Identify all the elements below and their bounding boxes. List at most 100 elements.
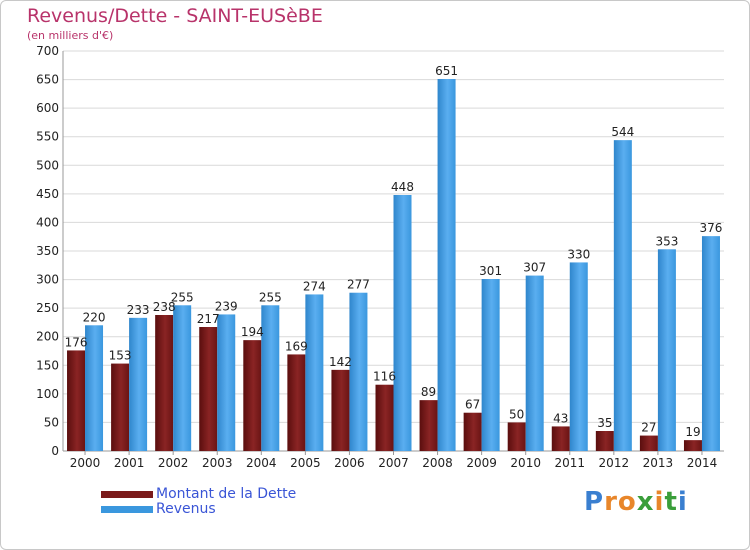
bar-revenus	[657, 249, 676, 451]
x-tick-label: 2004	[246, 456, 277, 470]
data-label-dette: 35	[597, 416, 612, 430]
legend-swatch-revenus	[101, 506, 153, 513]
bar-dette	[199, 327, 218, 451]
data-label-revenus: 233	[127, 303, 150, 317]
data-label-revenus: 239	[215, 299, 238, 313]
bar-dette	[639, 435, 658, 451]
logo-letter: t	[664, 487, 678, 517]
x-tick-label: 2001	[114, 456, 145, 470]
data-label-dette: 50	[509, 407, 524, 421]
bar-revenus	[173, 305, 192, 451]
data-label-revenus: 255	[171, 290, 194, 304]
bar-dette	[595, 431, 614, 451]
bar-revenus	[261, 305, 280, 451]
y-tick-label: 650	[36, 73, 59, 87]
data-label-revenus: 651	[435, 64, 458, 78]
legend-label-revenus: Revenus	[156, 501, 216, 517]
bar-dette	[551, 426, 570, 451]
y-tick-label: 300	[36, 273, 59, 287]
y-tick-label: 600	[36, 101, 59, 115]
logo-letter: x	[636, 487, 655, 517]
data-label-dette: 19	[685, 425, 700, 439]
x-tick-label: 2010	[510, 456, 541, 470]
legend-label-dette: Montant de la Dette	[156, 486, 297, 502]
data-label-dette: 43	[553, 411, 568, 425]
bar-revenus	[525, 275, 544, 451]
bar-revenus	[85, 325, 104, 451]
bar-dette	[463, 412, 482, 451]
x-tick-label: 2011	[554, 456, 585, 470]
bar-dette	[331, 369, 350, 451]
bar-revenus	[613, 140, 632, 451]
x-tick-label: 2009	[466, 456, 497, 470]
bar-revenus	[569, 262, 588, 451]
data-label-revenus: 448	[391, 180, 414, 194]
proxiti-logo: Proxiti	[584, 487, 688, 517]
data-label-revenus: 301	[479, 264, 502, 278]
data-label-revenus: 330	[567, 247, 590, 261]
bar-revenus	[701, 236, 720, 451]
x-tick-label: 2000	[70, 456, 101, 470]
x-tick-label: 2014	[687, 456, 718, 470]
logo-letter: i	[654, 487, 665, 517]
logo-letter: r	[604, 487, 618, 517]
x-tick-label: 2007	[378, 456, 409, 470]
bar-revenus	[217, 314, 236, 451]
logo-letter: o	[617, 487, 637, 517]
x-tick-label: 2002	[158, 456, 189, 470]
legend-swatch-dette	[101, 491, 153, 498]
logo-letter: P	[584, 487, 605, 517]
y-tick-label: 500	[36, 158, 59, 172]
y-tick-label: 0	[51, 444, 59, 458]
bar-revenus	[349, 292, 368, 451]
y-tick-label: 50	[44, 415, 59, 429]
logo-letter: i	[677, 487, 688, 517]
data-label-dette: 153	[109, 349, 132, 363]
bar-revenus	[305, 294, 324, 451]
data-label-revenus: 353	[655, 234, 678, 248]
bar-dette	[507, 422, 526, 451]
x-tick-label: 2012	[599, 456, 630, 470]
bar-dette	[683, 440, 702, 451]
x-tick-label: 2003	[202, 456, 233, 470]
bar-revenus	[481, 279, 500, 451]
data-label-dette: 238	[153, 300, 176, 314]
data-label-revenus: 220	[83, 310, 106, 324]
y-tick-label: 400	[36, 215, 59, 229]
y-tick-label: 350	[36, 244, 59, 258]
x-tick-label: 2013	[643, 456, 674, 470]
data-label-dette: 89	[421, 385, 436, 399]
y-tick-label: 550	[36, 130, 59, 144]
bar-revenus	[393, 195, 412, 451]
y-tick-label: 150	[36, 358, 59, 372]
y-tick-label: 450	[36, 187, 59, 201]
bar-dette	[111, 363, 130, 451]
y-tick-label: 700	[36, 44, 59, 58]
data-label-dette: 169	[285, 339, 308, 353]
bar-revenus	[129, 317, 148, 451]
y-tick-label: 250	[36, 301, 59, 315]
data-label-dette: 27	[641, 421, 656, 435]
bar-revenus	[437, 79, 456, 451]
data-label-revenus: 277	[347, 278, 370, 292]
bar-dette	[419, 400, 438, 451]
bar-dette	[287, 354, 306, 451]
bar-dette	[155, 315, 174, 451]
data-label-revenus: 307	[523, 261, 546, 275]
data-label-dette: 67	[465, 398, 480, 412]
chart-title: Revenus/Dette - SAINT-EUSèBE	[27, 5, 323, 27]
bar-dette	[67, 350, 86, 451]
data-label-revenus: 376	[700, 221, 723, 235]
data-label-dette: 116	[373, 370, 396, 384]
data-label-revenus: 544	[611, 125, 634, 139]
x-tick-label: 2005	[290, 456, 321, 470]
y-tick-label: 200	[36, 330, 59, 344]
data-label-dette: 176	[65, 335, 88, 349]
x-tick-label: 2006	[334, 456, 365, 470]
x-tick-label: 2008	[422, 456, 453, 470]
bar-dette	[243, 340, 262, 451]
chart-subtitle: (en milliers d'€)	[27, 29, 114, 42]
bar-dette	[375, 384, 394, 451]
